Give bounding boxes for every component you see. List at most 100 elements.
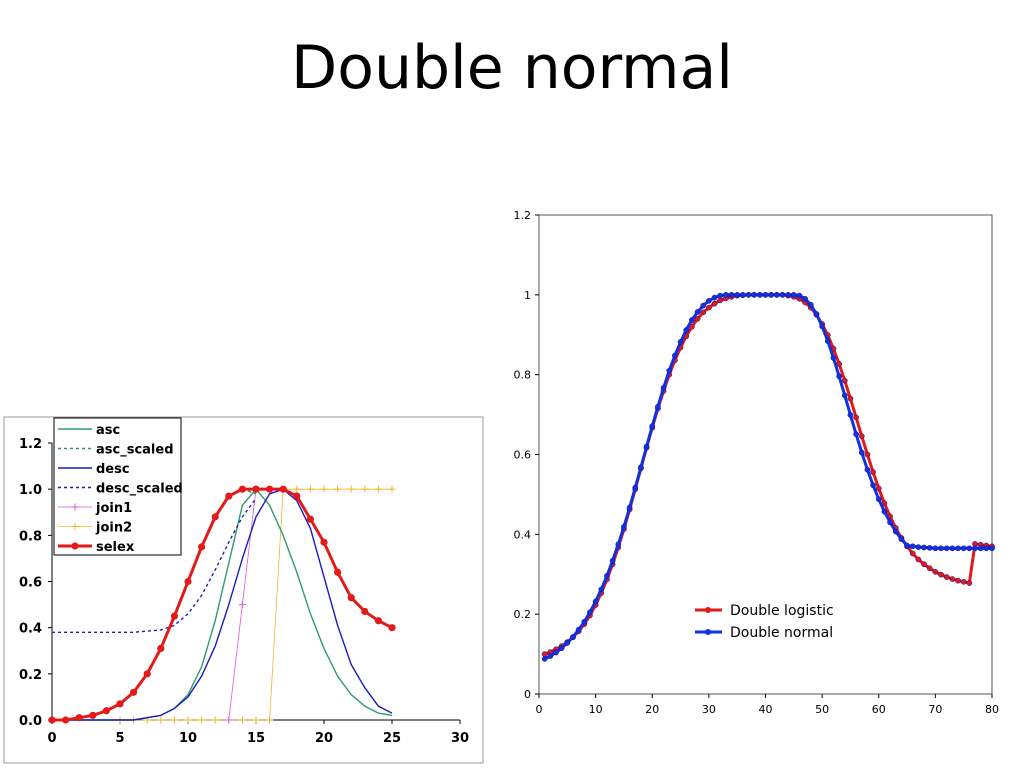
data-point	[938, 571, 944, 578]
data-point	[130, 688, 138, 696]
legend-marker	[705, 607, 711, 613]
legend-item-join1: join1	[58, 501, 132, 516]
data-point	[615, 541, 622, 548]
data-point	[943, 545, 950, 552]
data-point	[677, 339, 684, 345]
data-point	[700, 302, 707, 309]
data-point	[858, 449, 865, 456]
data-point	[875, 485, 882, 492]
data-point	[638, 464, 644, 471]
data-point	[581, 618, 588, 625]
legend-item-double-normal: Double normal	[695, 625, 833, 641]
data-point	[802, 295, 808, 302]
data-point	[334, 568, 342, 576]
data-point	[785, 291, 791, 298]
data-point	[887, 519, 893, 526]
data-point	[932, 569, 939, 575]
y-tick-label: 0.4	[514, 528, 532, 541]
y-tick-label: 0	[524, 688, 531, 701]
legend-label: join1	[95, 501, 132, 516]
legend-label: selex	[96, 540, 135, 555]
data-point	[609, 557, 616, 564]
data-point	[779, 291, 786, 298]
x-tick-label: 10	[179, 731, 197, 746]
data-point	[909, 550, 916, 557]
data-point	[875, 496, 882, 503]
data-point	[904, 542, 910, 549]
data-point	[62, 716, 70, 724]
data-point	[989, 545, 995, 552]
data-point	[672, 352, 678, 359]
data-point	[592, 598, 599, 605]
data-point	[564, 640, 571, 646]
data-point	[598, 586, 605, 593]
y-tick-label: 1.2	[514, 209, 532, 222]
data-point	[813, 311, 820, 317]
data-point	[921, 544, 927, 551]
data-point	[48, 716, 56, 724]
data-point	[711, 294, 718, 301]
data-point	[977, 545, 984, 552]
legend-item-selex: selex	[58, 540, 135, 555]
x-tick-label: 5	[115, 731, 124, 746]
data-point	[921, 561, 927, 568]
data-point	[881, 508, 888, 515]
x-tick-label: 70	[928, 703, 942, 716]
data-point	[604, 572, 610, 579]
data-point	[943, 574, 950, 580]
data-point	[796, 292, 803, 299]
data-point	[966, 545, 973, 552]
data-point	[293, 492, 301, 500]
data-point	[728, 291, 735, 298]
data-point	[541, 651, 548, 657]
data-point	[864, 451, 871, 458]
data-point	[279, 485, 287, 493]
data-point	[694, 315, 701, 322]
legend-item-desc-scaled: desc_scaled	[58, 482, 183, 497]
legend-marker	[71, 542, 79, 550]
data-point	[225, 492, 233, 500]
series-line	[52, 488, 393, 721]
data-point	[570, 634, 576, 640]
data-point	[655, 403, 661, 410]
data-point	[938, 545, 944, 552]
data-point	[706, 297, 712, 304]
data-point	[198, 543, 206, 551]
series-desc-scaled	[52, 497, 257, 633]
series-double-normal	[541, 291, 995, 662]
data-point	[751, 291, 758, 298]
data-point	[649, 423, 656, 430]
data-point	[306, 515, 314, 523]
x-tick-label: 10	[589, 703, 603, 716]
data-point	[966, 580, 973, 586]
data-point	[955, 545, 961, 552]
selex-components-chart: 0.0 0.2 0.4 0.6 0.8 1.0 1.2 0 5 10 15 20 25 30 asc asc_…	[3, 416, 484, 764]
legend-label: Double logistic	[730, 603, 834, 619]
data-point	[853, 431, 859, 437]
data-point	[723, 291, 729, 298]
x-tick-label: 0	[536, 703, 543, 716]
data-point	[689, 317, 695, 323]
data-point	[694, 309, 701, 315]
data-point	[932, 545, 939, 552]
y-tick-label: 1	[524, 289, 531, 302]
data-point	[960, 545, 967, 552]
legend-label: asc_scaled	[96, 443, 174, 458]
data-point	[266, 485, 274, 493]
x-tick-label: 60	[872, 703, 886, 716]
data-point	[541, 656, 548, 662]
x-tick-label: 0	[47, 731, 56, 746]
data-point	[983, 545, 990, 552]
data-point	[666, 367, 673, 374]
data-point	[949, 545, 956, 552]
legend-item-join2: join2	[58, 521, 132, 536]
data-point	[717, 297, 724, 304]
data-point	[184, 577, 192, 586]
data-point	[926, 545, 933, 551]
data-point	[553, 649, 559, 656]
data-point	[361, 607, 369, 616]
data-point	[926, 565, 933, 572]
data-point	[892, 528, 899, 535]
data-point	[683, 327, 690, 333]
